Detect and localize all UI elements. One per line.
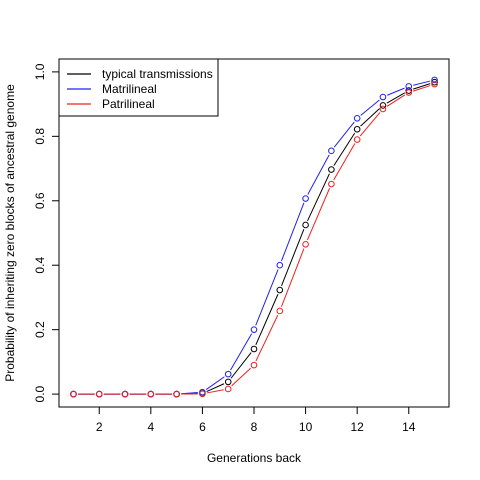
series-line-segment [413, 80, 431, 86]
y-axis-label: Probability of inheriting zero blocks of… [3, 84, 17, 382]
data-point [379, 93, 387, 101]
data-point [353, 125, 361, 133]
series-line-segment [230, 333, 253, 371]
series-line-segment [333, 132, 356, 166]
series-line-segment [280, 202, 305, 262]
legend: typical transmissionsMatrilinealPatrilin… [58, 58, 219, 117]
data-point [224, 370, 232, 378]
data-point [250, 345, 258, 353]
data-point [328, 166, 335, 173]
y-tick-label: 1.0 [33, 63, 47, 80]
series-layer [70, 76, 438, 398]
series-line-segment [206, 389, 224, 394]
data-point [353, 136, 361, 143]
series-line-segment [230, 352, 252, 379]
data-point [405, 87, 413, 94]
series-line-segment [306, 188, 331, 241]
series-0 [70, 78, 438, 398]
legend-label: Patrilineal [102, 97, 155, 111]
series-line-segment [333, 143, 356, 181]
data-point [431, 80, 438, 88]
x-tick-label: 2 [96, 420, 103, 434]
y-tick-label: 0.4 [33, 257, 47, 274]
data-point [379, 105, 387, 113]
series-1 [70, 76, 438, 398]
series-line-segment [205, 376, 225, 390]
series-line-segment [359, 112, 381, 137]
x-tick-label: 8 [251, 420, 258, 434]
data-point [405, 89, 413, 96]
y-axis: 0.0 0.2 0.4 0.6 0.8 1.0 [33, 63, 59, 402]
x-tick-label: 10 [299, 420, 313, 434]
series-line-segment [255, 269, 279, 326]
series-line-segment [255, 294, 279, 345]
data-point [224, 378, 232, 386]
data-point [328, 180, 335, 188]
y-tick-label: 0.2 [33, 321, 47, 338]
data-point [328, 147, 335, 155]
series-line-segment [360, 108, 380, 127]
x-tick-label: 6 [199, 420, 206, 434]
series-line-segment [255, 314, 279, 362]
data-point [70, 390, 77, 398]
series-2 [70, 80, 438, 398]
series-line-segment [307, 173, 330, 221]
series-line-segment [360, 99, 380, 116]
data-point [431, 78, 438, 86]
series-line-segment [333, 121, 355, 148]
legend-box [58, 58, 219, 117]
data-point [353, 114, 361, 122]
series-line-segment [307, 154, 330, 195]
series-line-segment [412, 83, 431, 90]
y-tick-label: 0.6 [33, 192, 47, 209]
series-line-segment [231, 367, 251, 387]
y-tick-label: 0.0 [33, 385, 47, 402]
data-point [224, 385, 232, 393]
series-line-segment [386, 92, 406, 104]
x-tick-label: 14 [402, 420, 416, 434]
data-point [250, 361, 258, 369]
series-line-segment [386, 94, 406, 107]
series-line-segment [280, 248, 305, 307]
data-point [276, 307, 284, 315]
x-tick-label: 4 [147, 420, 154, 434]
data-point [405, 83, 413, 90]
x-tick-label: 12 [350, 420, 364, 434]
data-point [147, 390, 155, 398]
series-line-segment [281, 229, 305, 286]
x-axis: 2 4 6 8 10 12 14 [96, 407, 416, 434]
data-point [121, 390, 129, 398]
data-point [302, 221, 309, 229]
data-point [431, 76, 438, 84]
series-line-segment [206, 383, 225, 393]
data-point [173, 390, 180, 398]
series-line-segment [387, 87, 405, 96]
legend-label: typical transmissions [102, 67, 213, 81]
data-point [302, 195, 309, 202]
series-line-segment [412, 85, 431, 92]
data-point [276, 261, 284, 269]
data-point [379, 102, 387, 109]
x-axis-label: Generations back [207, 451, 302, 465]
data-point [302, 240, 309, 248]
data-point [199, 390, 206, 398]
data-point [95, 390, 103, 398]
y-tick-label: 0.8 [33, 128, 47, 145]
data-point [250, 326, 258, 333]
legend-label: Matrilineal [102, 82, 157, 96]
data-point [276, 286, 284, 294]
